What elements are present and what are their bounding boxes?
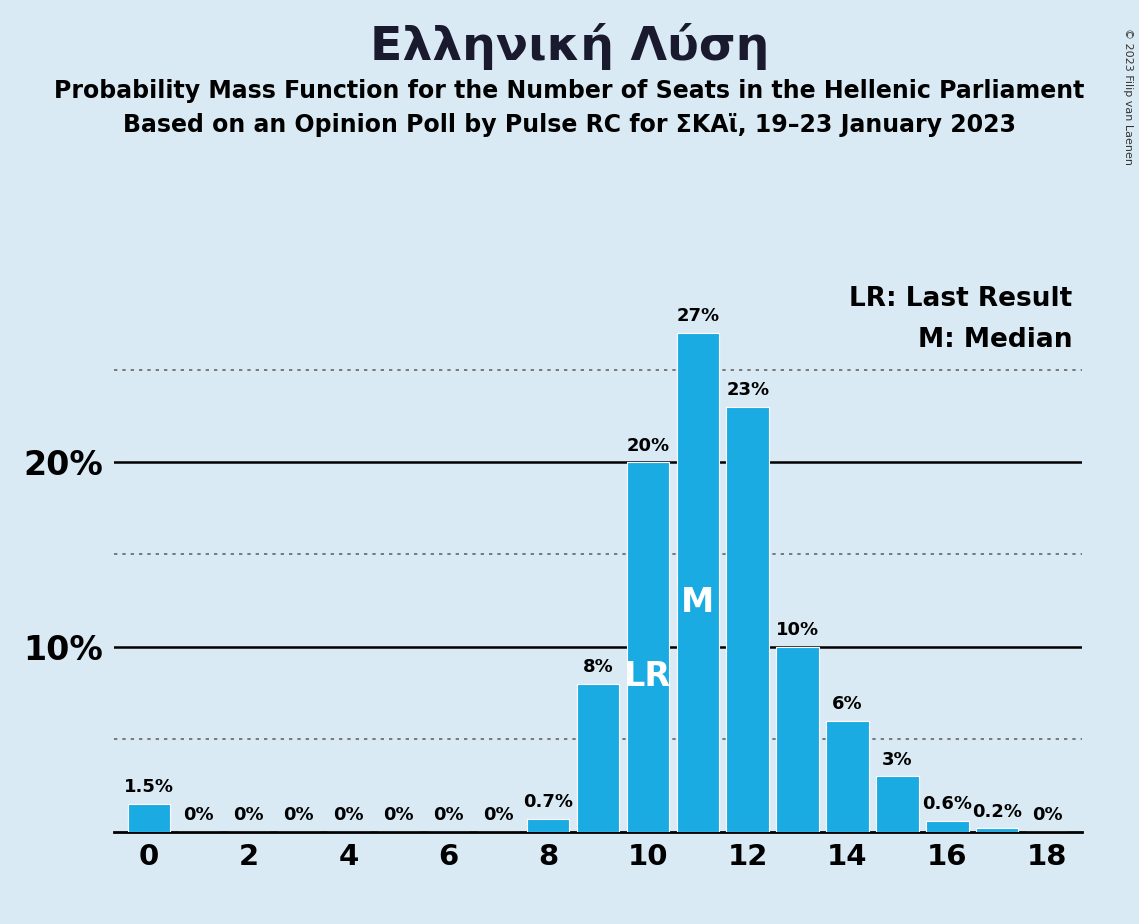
Bar	[976, 828, 1018, 832]
Bar	[876, 776, 919, 832]
Text: 10%: 10%	[776, 622, 819, 639]
Text: 20%: 20%	[626, 437, 670, 455]
Text: 0%: 0%	[233, 807, 264, 824]
Bar	[626, 462, 669, 832]
Text: LR: Last Result: LR: Last Result	[849, 286, 1072, 312]
Text: 0%: 0%	[1032, 807, 1063, 824]
Text: 3%: 3%	[882, 751, 912, 769]
Text: Probability Mass Function for the Number of Seats in the Hellenic Parliament: Probability Mass Function for the Number…	[55, 79, 1084, 103]
Text: M: M	[681, 586, 714, 618]
Text: 8%: 8%	[583, 659, 613, 676]
Text: 27%: 27%	[677, 308, 720, 325]
Text: 23%: 23%	[727, 382, 769, 399]
Text: Based on an Opinion Poll by Pulse RC for ΣΚΑϊ, 19–23 January 2023: Based on an Opinion Poll by Pulse RC for…	[123, 113, 1016, 137]
Text: 0%: 0%	[333, 807, 363, 824]
Text: Ελληνική Λύση: Ελληνική Λύση	[370, 23, 769, 70]
Text: 0.2%: 0.2%	[973, 803, 1022, 821]
Text: M: Median: M: Median	[918, 327, 1072, 353]
Text: 0.6%: 0.6%	[923, 796, 973, 813]
Text: 0%: 0%	[483, 807, 514, 824]
Text: 0%: 0%	[183, 807, 214, 824]
Bar	[727, 407, 769, 832]
Bar	[527, 819, 570, 832]
Text: 0.7%: 0.7%	[523, 794, 573, 811]
Bar	[128, 804, 170, 832]
Bar	[677, 333, 719, 832]
Bar	[926, 821, 968, 832]
Text: 0%: 0%	[433, 807, 464, 824]
Text: 0%: 0%	[284, 807, 314, 824]
Bar	[777, 647, 819, 832]
Bar	[826, 721, 869, 832]
Text: 6%: 6%	[833, 696, 863, 713]
Text: LR: LR	[624, 660, 672, 693]
Bar	[576, 684, 620, 832]
Text: © 2023 Filip van Laenen: © 2023 Filip van Laenen	[1123, 28, 1133, 164]
Text: 1.5%: 1.5%	[124, 779, 174, 796]
Text: 0%: 0%	[383, 807, 413, 824]
